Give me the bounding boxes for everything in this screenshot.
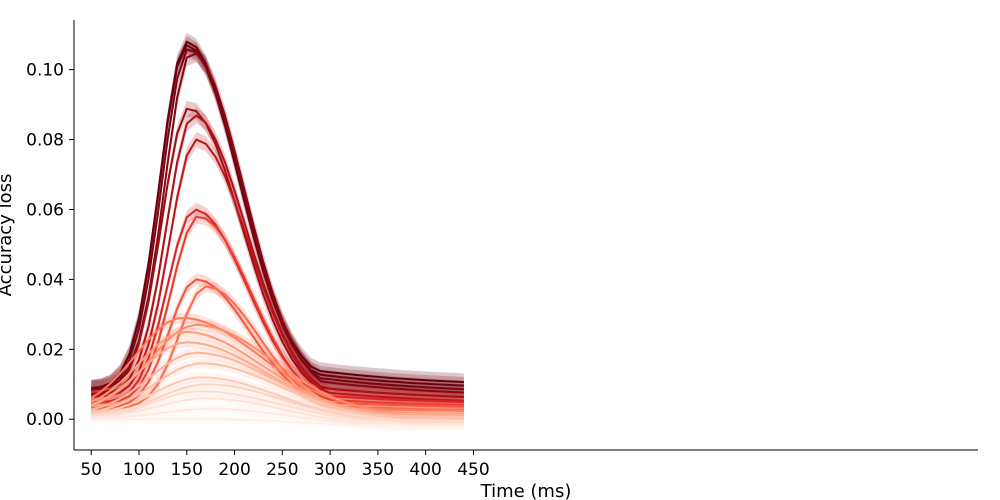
x-tick-label: 400	[409, 460, 441, 480]
x-tick-label: 100	[123, 460, 155, 480]
x-axis-label: Time (ms)	[480, 481, 572, 500]
series-line-23	[91, 418, 464, 428]
y-tick-label: 0.06	[26, 200, 64, 220]
series-line-12	[90, 317, 464, 412]
x-tick-label: 450	[457, 460, 489, 480]
y-tick-label: 0.04	[26, 270, 64, 290]
error-band-4	[91, 44, 464, 402]
x-tick-label: 150	[171, 460, 203, 480]
error-band-18	[91, 372, 464, 427]
y-tick-label: 0.00	[26, 410, 64, 430]
x-tick-label: 350	[362, 460, 394, 480]
series-lines	[90, 40, 464, 428]
error-band-8	[91, 202, 464, 410]
series-line-17	[91, 362, 464, 420]
y-ticks: 0.00 0.02 0.04 0.06 0.08 0.10	[26, 61, 74, 430]
y-axis-label: Accuracy loss	[0, 174, 16, 297]
x-tick-label: 50	[80, 460, 102, 480]
x-tick-label: 300	[314, 460, 346, 480]
series-line-20	[91, 390, 464, 423]
error-band-20	[91, 386, 464, 427]
y-tick-label: 0.02	[26, 340, 64, 360]
series-line-15	[90, 341, 464, 416]
series-line-4	[91, 52, 464, 394]
error-band-14	[91, 326, 464, 420]
y-tick-label: 0.10	[26, 61, 64, 81]
series-line-6	[91, 114, 464, 398]
series-line-11	[91, 285, 464, 411]
error-band-17	[91, 358, 464, 424]
x-ticks: 50 100 150 200 250 300 350 400 450	[80, 450, 490, 480]
series-line-7	[91, 138, 464, 402]
x-tick-label: 250	[266, 460, 298, 480]
series-line-3	[91, 48, 464, 391]
x-tick-label: 200	[218, 460, 250, 480]
y-tick-label: 0.08	[26, 131, 64, 151]
